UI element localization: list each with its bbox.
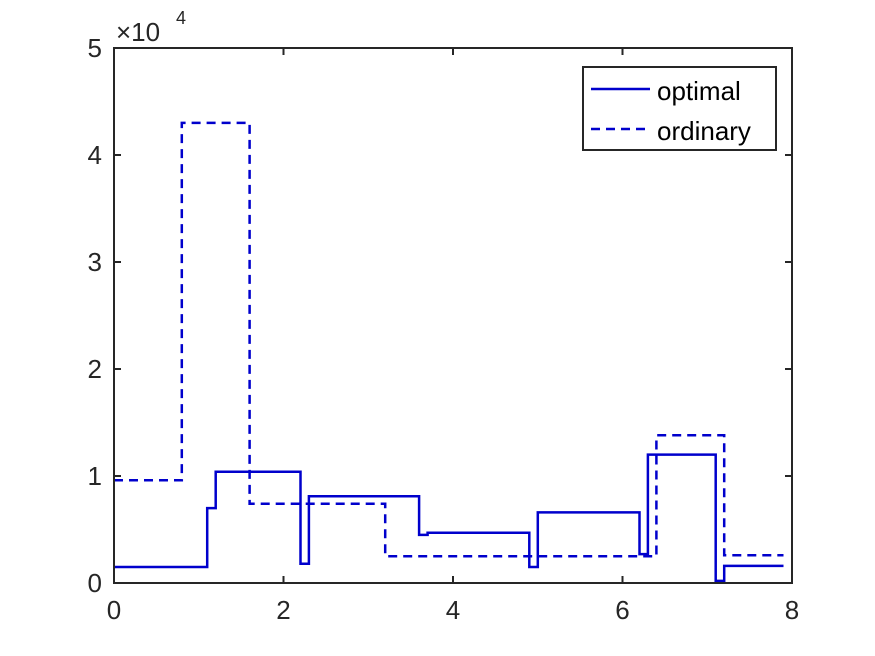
- x-tick-label: 0: [107, 595, 121, 625]
- y-exponent-base: ×10: [116, 17, 160, 47]
- y-tick-label: 2: [88, 354, 102, 384]
- y-tick-label: 3: [88, 247, 102, 277]
- x-tick-label: 8: [785, 595, 799, 625]
- y-tick-label: 5: [88, 33, 102, 63]
- y-exponent: ×10 4: [116, 8, 186, 47]
- x-tick-label: 2: [276, 595, 290, 625]
- ticks-layer: [113, 47, 793, 584]
- y-tick-label: 1: [88, 461, 102, 491]
- legend-label-ordinary: ordinary: [657, 116, 751, 146]
- series-layer: [114, 121, 784, 583]
- x-tick-label: 4: [446, 595, 460, 625]
- y-tick-labels: 0 1 2 3 4 5: [88, 33, 102, 598]
- y-tick-label: 4: [88, 140, 102, 170]
- x-tick-labels: 0 2 4 6 8: [107, 595, 799, 625]
- series-line-ordinary: [114, 121, 784, 558]
- legend-box: [582, 66, 777, 151]
- x-tick-label: 6: [615, 595, 629, 625]
- legend: optimal ordinary: [582, 66, 777, 151]
- y-exponent-power: 4: [176, 8, 186, 28]
- series-line-optimal: [114, 453, 784, 583]
- y-tick-label: 0: [88, 568, 102, 598]
- legend-label-optimal: optimal: [657, 76, 741, 106]
